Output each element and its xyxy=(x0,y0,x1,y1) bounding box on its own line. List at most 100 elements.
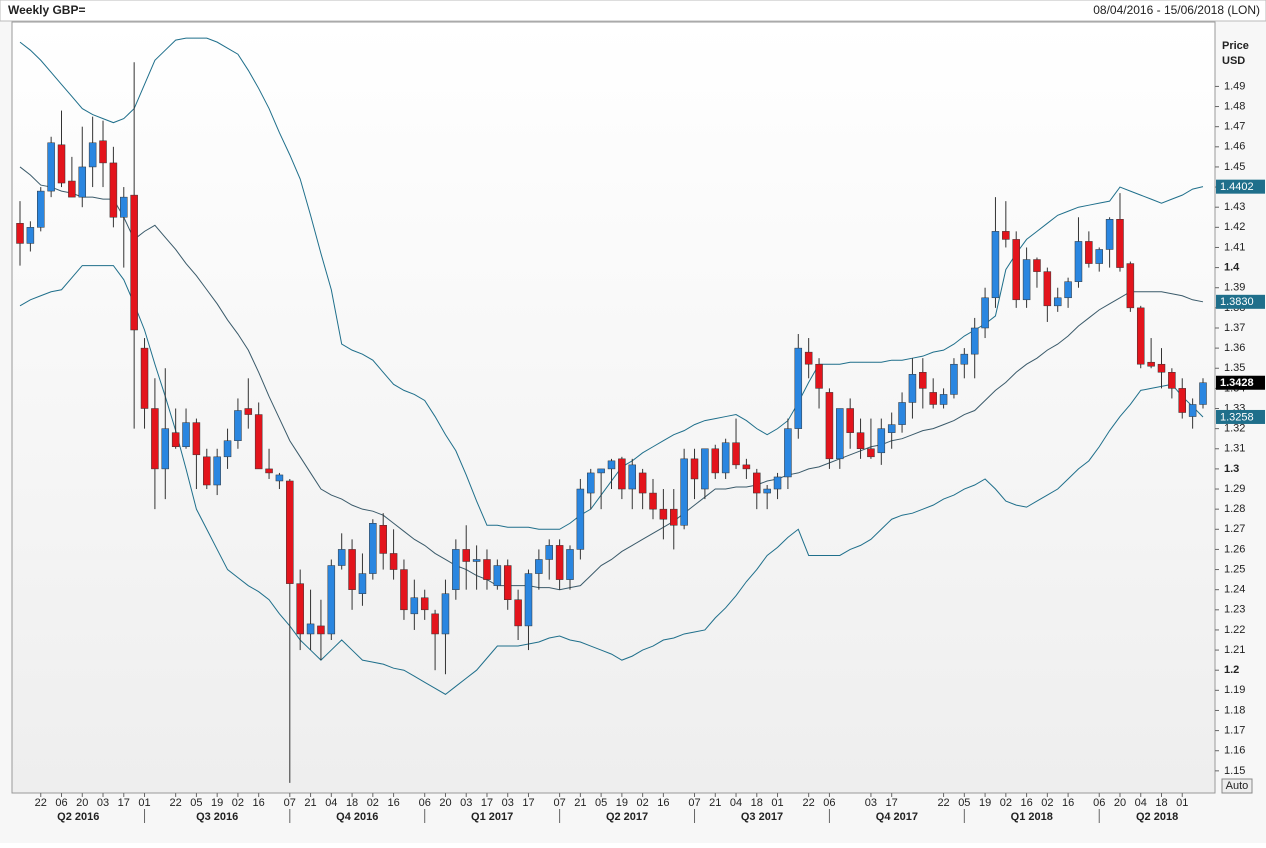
price-tag-label: 1.3258 xyxy=(1220,411,1254,423)
candle-body xyxy=(16,223,24,244)
y-tick-label: 1.3 xyxy=(1224,463,1239,475)
x-tick-label: 17 xyxy=(118,797,130,809)
candle-body xyxy=(244,408,253,415)
x-tick-label: 06 xyxy=(1093,797,1105,809)
y-tick-label: 1.22 xyxy=(1224,624,1245,636)
x-tick-label: 05 xyxy=(958,797,970,809)
candle-body xyxy=(1105,219,1114,250)
chart-title: Weekly GBP= xyxy=(8,3,85,17)
x-tick-label: 16 xyxy=(1020,797,1032,809)
candle-body xyxy=(607,460,616,470)
x-tick-label: 06 xyxy=(55,797,67,809)
candle-body xyxy=(1188,404,1197,417)
x-tick-label: 22 xyxy=(937,797,949,809)
x-tick-label: 22 xyxy=(803,797,815,809)
y-tick-label: 1.23 xyxy=(1224,604,1245,616)
y-tick-label: 1.27 xyxy=(1224,523,1245,535)
date-range: 08/04/2016 - 15/06/2018 (LON) xyxy=(1093,3,1260,17)
y-tick-label: 1.39 xyxy=(1224,282,1245,294)
candle-body xyxy=(991,231,1000,299)
x-tick-label: 02 xyxy=(637,797,649,809)
x-tick-label: 18 xyxy=(346,797,358,809)
price-tag-label: 1.4402 xyxy=(1220,181,1254,193)
x-tick-label: 18 xyxy=(751,797,763,809)
candle-body xyxy=(431,613,439,635)
candle-body xyxy=(1043,271,1052,307)
x-tick-label: 04 xyxy=(1135,797,1147,809)
candle-body xyxy=(47,142,55,192)
x-tick-label: 01 xyxy=(1176,797,1188,809)
candle-body xyxy=(493,565,502,586)
candle-body xyxy=(192,422,201,456)
candle-body xyxy=(120,196,128,218)
candle-body xyxy=(1064,281,1072,299)
x-tick-label: 03 xyxy=(460,797,472,809)
candle-body xyxy=(483,559,491,580)
quarter-label: Q4 2016 xyxy=(336,811,378,823)
x-tick-label: 02 xyxy=(1041,797,1053,809)
candle-body xyxy=(161,428,170,470)
scale-mode[interactable]: Auto xyxy=(1226,780,1249,792)
quarter-label: Q1 2017 xyxy=(471,811,513,823)
candle-body xyxy=(452,549,460,590)
x-tick-label: 17 xyxy=(522,797,534,809)
x-tick-label: 05 xyxy=(190,797,202,809)
quarter-label: Q3 2017 xyxy=(741,811,783,823)
candle-body xyxy=(773,476,782,490)
candle-body xyxy=(794,347,803,429)
candle-body xyxy=(26,227,35,244)
candle-body xyxy=(213,456,221,486)
candle-body xyxy=(960,353,969,365)
candle-body xyxy=(410,597,419,615)
quarter-label: Q3 2016 xyxy=(196,811,238,823)
candle-body xyxy=(919,372,927,389)
candle-body xyxy=(856,432,865,450)
candle-body xyxy=(1002,231,1010,240)
x-tick-label: 06 xyxy=(823,797,835,809)
candle-body xyxy=(701,448,709,490)
scale-mode-button[interactable] xyxy=(1221,778,1253,794)
candle-body xyxy=(586,472,595,494)
candle-body xyxy=(836,408,844,460)
candle-body xyxy=(908,374,917,403)
y-tick-label: 1.16 xyxy=(1224,745,1245,757)
price-tag xyxy=(1216,294,1265,309)
x-tick-label: 02 xyxy=(1000,797,1012,809)
candle-body xyxy=(462,549,470,562)
candle-body xyxy=(887,424,896,433)
y-tick-label: 1.2 xyxy=(1224,664,1239,676)
candle-body xyxy=(1053,297,1062,307)
y-tick-label: 1.17 xyxy=(1224,725,1245,737)
y-tick-label: 1.29 xyxy=(1224,483,1245,495)
candle-body xyxy=(327,565,336,635)
x-tick-label: 16 xyxy=(657,797,669,809)
candle-body xyxy=(929,392,937,405)
candle-body xyxy=(597,468,605,474)
y-tick-label: 1.24 xyxy=(1224,584,1245,596)
quarter-label: Q4 2017 xyxy=(876,811,918,823)
x-tick-label: 07 xyxy=(284,797,296,809)
x-tick-label: 20 xyxy=(76,797,88,809)
y-tick-label: 1.42 xyxy=(1224,221,1245,233)
candle-body xyxy=(369,523,377,574)
candle-body xyxy=(514,599,522,627)
x-tick-label: 05 xyxy=(595,797,607,809)
quarter-label: Q2 2017 xyxy=(606,811,648,823)
candle-body xyxy=(784,428,792,478)
quarter-label: Q2 2018 xyxy=(1136,811,1178,823)
price-tag-label: 1.3830 xyxy=(1220,296,1254,308)
candle-body xyxy=(337,549,346,566)
candle-body xyxy=(566,549,574,580)
y-tick-label: 1.4 xyxy=(1224,261,1240,273)
x-tick-label: 02 xyxy=(232,797,244,809)
candle-body xyxy=(130,194,138,331)
candle-body xyxy=(732,442,740,466)
x-tick-label: 19 xyxy=(211,797,223,809)
price-tag-label: 1.3428 xyxy=(1220,377,1254,389)
x-tick-label: 03 xyxy=(502,797,514,809)
candle-body xyxy=(400,569,408,611)
y-tick-label: 1.35 xyxy=(1224,362,1245,374)
y-tick-label: 1.32 xyxy=(1224,423,1245,435)
candle-body xyxy=(1168,372,1176,389)
